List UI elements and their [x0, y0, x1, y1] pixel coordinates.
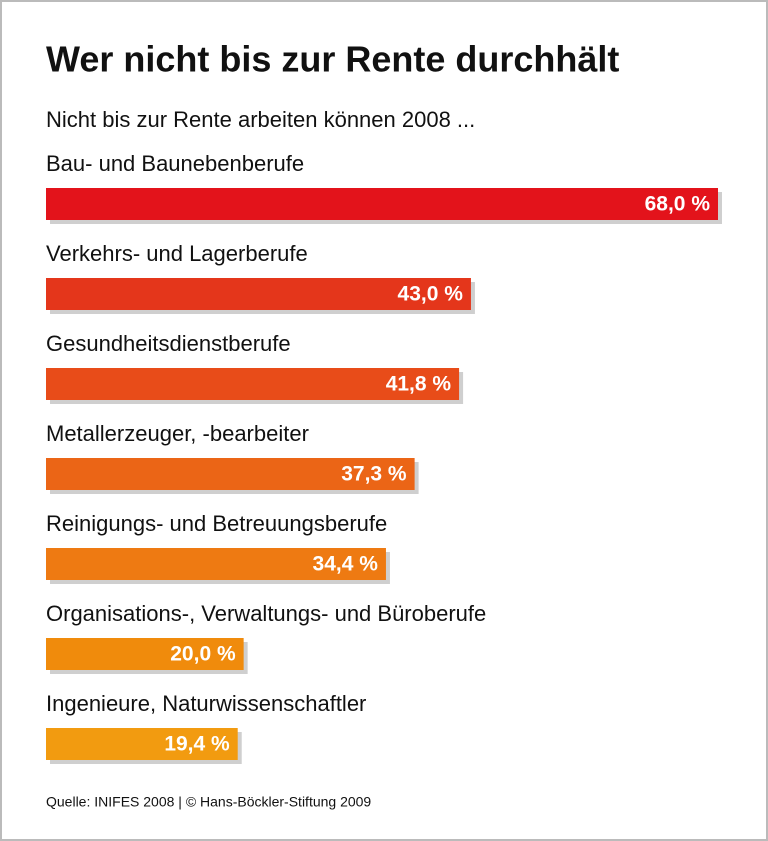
value-label: 37,3 % [341, 463, 407, 486]
value-label: 19,4 % [164, 733, 230, 756]
value-label: 34,4 % [313, 553, 379, 576]
category-label: Bau- und Baunebenberufe [46, 151, 304, 176]
value-label: 20,0 % [170, 643, 236, 666]
bar [46, 548, 386, 580]
bar [46, 458, 415, 490]
category-label: Reinigungs- und Betreuungsberufe [46, 511, 387, 536]
value-label: 43,0 % [398, 283, 464, 306]
category-label: Metallerzeuger, -bearbeiter [46, 421, 309, 446]
value-label: 68,0 % [645, 193, 711, 216]
bar [46, 638, 244, 670]
bar [46, 728, 238, 760]
bar [46, 278, 471, 310]
chart-subtitle: Nicht bis zur Rente arbeiten können 2008… [46, 107, 475, 132]
category-label: Verkehrs- und Lagerberufe [46, 241, 308, 266]
category-label: Ingenieure, Naturwissenschaftler [46, 691, 366, 716]
category-label: Gesundheitsdienstberufe [46, 331, 291, 356]
bar [46, 188, 718, 220]
chart-title: Wer nicht bis zur Rente durchhält [46, 39, 619, 80]
bar [46, 368, 460, 400]
value-label: 41,8 % [386, 373, 452, 396]
source: Quelle: INIFES 2008 | © Hans-Böckler-Sti… [46, 794, 371, 810]
category-label: Organisations-, Verwaltungs- und Bürober… [46, 601, 486, 626]
